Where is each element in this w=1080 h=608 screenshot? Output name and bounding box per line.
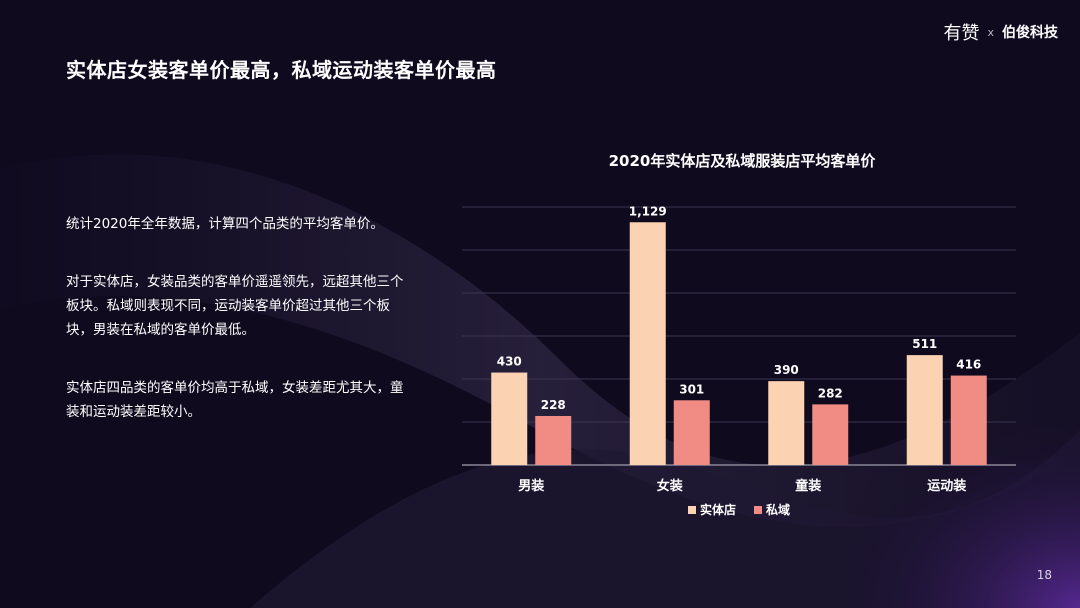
data-label-private-1: 228 xyxy=(541,398,566,412)
body-paragraph-3: 实体店四品类的客单价均高于私域，女装差距尤其大，童装和运动装差距较小。 xyxy=(66,380,404,420)
bar-store-4 xyxy=(906,355,943,465)
chart-legend: 实体店 私域 xyxy=(688,502,790,517)
legend-label-1: 实体店 xyxy=(700,502,736,517)
chart-bars xyxy=(491,222,987,465)
body-text: 统计2020年全年数据，计算四个品类的平均客单价。 对于实体店，女装品类的客单价… xyxy=(66,212,411,458)
legend-swatch-2 xyxy=(754,506,762,514)
body-paragraph-2: 对于实体店，女装品类的客单价遥遥领先，远超其他三个板块。私域则表现不同，运动装客… xyxy=(66,274,404,338)
data-label-private-4: 416 xyxy=(956,358,981,372)
data-label-store-3: 390 xyxy=(774,363,799,377)
category-label-2: 女装 xyxy=(657,478,683,494)
data-label-private-3: 282 xyxy=(818,386,843,400)
brand-separator: x xyxy=(987,25,994,39)
data-label-private-2: 301 xyxy=(679,382,704,396)
slide-title: 实体店女装客单价最高，私域运动装客单价最高 xyxy=(66,58,497,82)
bar-private-1 xyxy=(535,415,572,465)
chart-category-labels: 男装 女装 童装 运动装 xyxy=(518,478,966,494)
chart-data-labels: 430 228 1,129 301 390 282 511 416 xyxy=(497,204,982,412)
bar-store-1 xyxy=(491,372,528,465)
chart-title: 2020年实体店及私域服装店平均客单价 xyxy=(609,152,877,170)
data-label-store-1: 430 xyxy=(497,355,522,369)
bar-store-3 xyxy=(768,381,805,465)
bar-store-2 xyxy=(629,222,666,465)
legend-swatch-1 xyxy=(688,506,696,514)
body-paragraph-1: 统计2020年全年数据，计算四个品类的平均客单价。 xyxy=(66,216,384,232)
bar-private-2 xyxy=(673,400,710,465)
youzan-logo-icon: 有赞 xyxy=(943,23,980,44)
bar-private-3 xyxy=(812,404,849,465)
category-label-1: 男装 xyxy=(518,478,544,494)
page-number: 18 xyxy=(1036,568,1052,582)
bojun-logo-icon: 伯俊科技 xyxy=(1002,25,1058,41)
data-label-store-2: 1,129 xyxy=(629,204,667,218)
category-label-4: 运动装 xyxy=(927,478,966,494)
bar-private-4 xyxy=(950,375,987,465)
brand-logos: 有赞 x 伯俊科技 xyxy=(943,20,1058,44)
bar-chart: 2020年实体店及私域服装店平均客单价 430 228 1,129 301 390 282… xyxy=(462,152,1016,517)
legend-label-2: 私域 xyxy=(765,502,790,517)
category-label-3: 童装 xyxy=(795,478,821,494)
data-label-store-4: 511 xyxy=(912,337,937,351)
